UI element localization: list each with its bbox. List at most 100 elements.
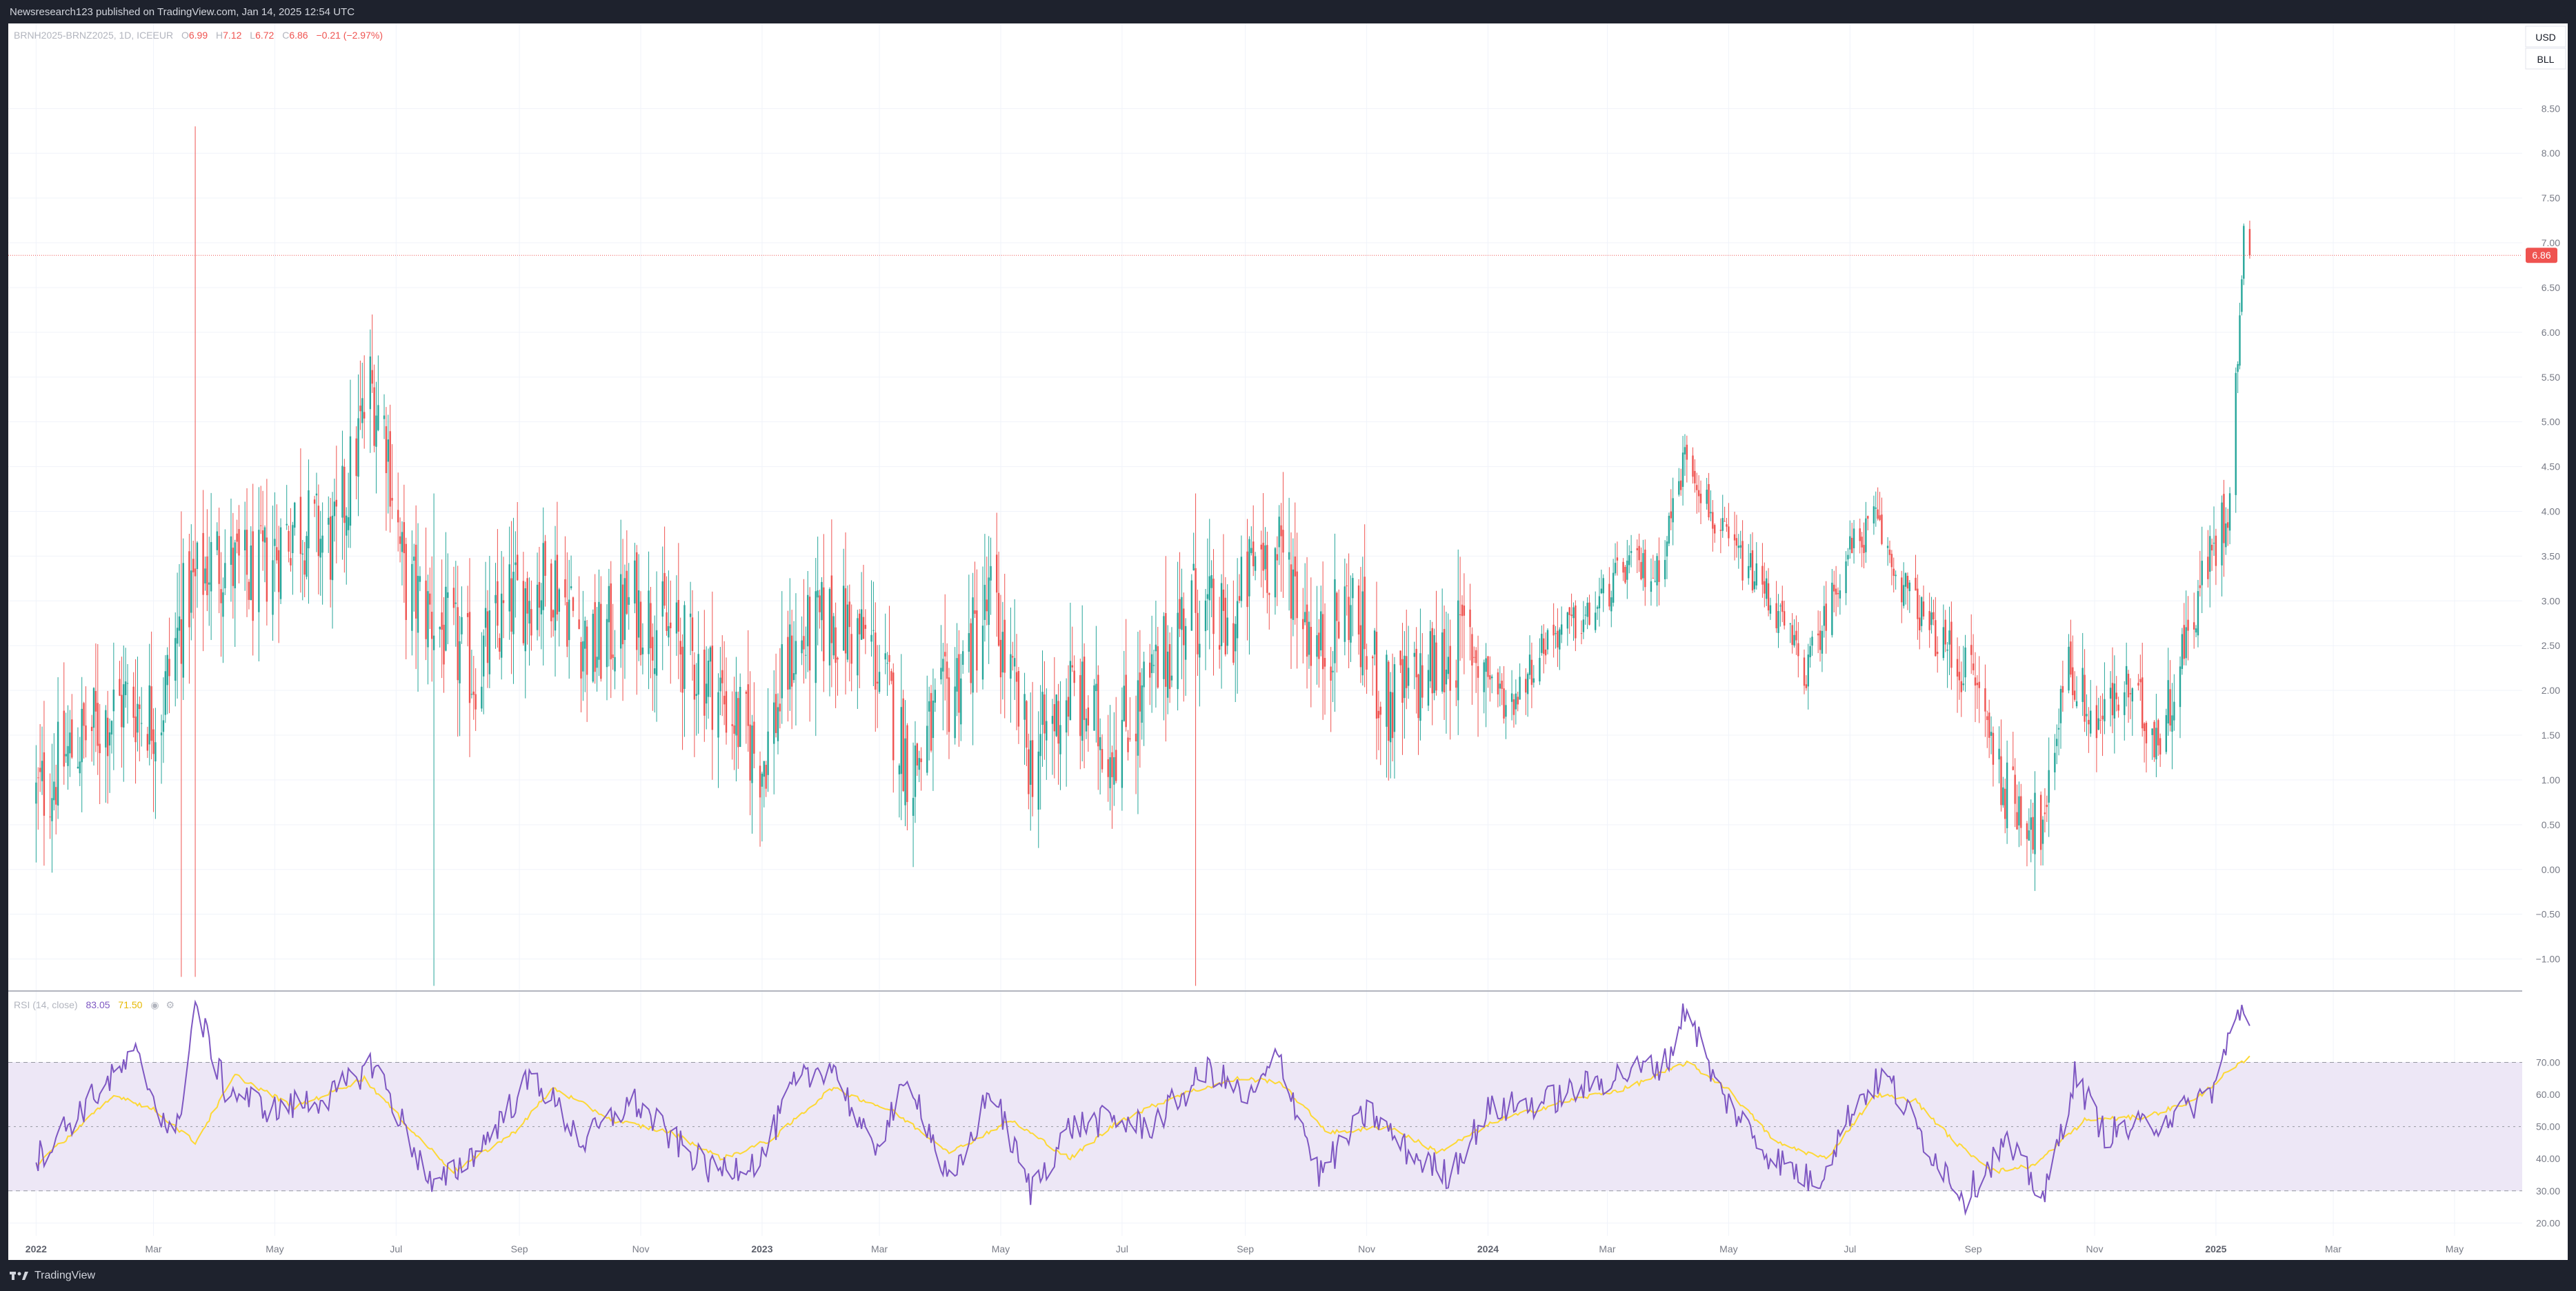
price-tick-label: 7.00 (2542, 237, 2560, 248)
candle-body (441, 612, 443, 630)
candle-body (1783, 611, 1786, 626)
candle-body (1012, 656, 1014, 658)
legend-settings-icon[interactable]: ⚙ (166, 999, 174, 1010)
candle-body (1699, 493, 1702, 503)
candle-body (1429, 631, 1432, 681)
candle-body (1767, 583, 1770, 611)
candle-body (2099, 719, 2101, 721)
candle-body (872, 630, 875, 631)
candle-body (1555, 633, 1557, 634)
candle-body (139, 704, 141, 709)
rsi-axis[interactable]: 70.00 60.00 50.00 40.00 30.00 20.00 (2536, 1057, 2560, 1228)
candle-body (1847, 554, 1849, 560)
candle-body (990, 566, 992, 581)
candle-body (1415, 648, 1417, 678)
unit-button-frame[interactable] (2525, 48, 2566, 70)
candle-body (1568, 607, 1570, 615)
candle-body (1726, 524, 1728, 527)
currency-button-frame[interactable] (2525, 26, 2566, 48)
candle-body (898, 765, 901, 774)
candle-body (739, 686, 741, 748)
candle-body (208, 582, 210, 585)
candle-body (277, 550, 280, 592)
candle-body (1610, 597, 1613, 612)
time-tick-label: Nov (2086, 1243, 2104, 1254)
candle-body (1528, 654, 1531, 675)
candle-body (1377, 710, 1380, 719)
candle-body (1337, 621, 1340, 639)
candle-body (2165, 714, 2168, 752)
chart-area[interactable]: 8.50 8.00 7.50 7.00 6.50 6.00 5.50 5.00 4.50 4.00… (8, 23, 2568, 1260)
candle-body (2056, 739, 2058, 746)
candle-body (1530, 659, 1533, 685)
candle-body (1357, 586, 1360, 635)
candle-body (39, 768, 41, 772)
candle-body (634, 560, 636, 604)
candle-body (2157, 720, 2159, 745)
candle-body (689, 613, 692, 617)
candle-body (1543, 638, 1545, 654)
candle-body (1853, 528, 1855, 548)
candle-body (2113, 683, 2116, 719)
candle-body (1710, 512, 1712, 514)
candle-body (2201, 561, 2203, 586)
candle-body (2187, 619, 2189, 631)
candle-body (119, 679, 121, 696)
top-bar: Newsresearch123 published on TradingView… (0, 0, 2576, 23)
candle-body (707, 660, 710, 697)
candle-body (1626, 560, 1628, 580)
time-tick-label: Nov (632, 1243, 650, 1254)
candle-body (970, 623, 972, 683)
candle-body (106, 717, 109, 757)
candle-body (1503, 688, 1505, 719)
candle-body (2243, 226, 2245, 279)
candle-body (1879, 515, 1881, 520)
legend-eye-icon[interactable]: ◉ (150, 999, 159, 1010)
candle-body (1697, 490, 1700, 497)
candle-body (1059, 725, 1061, 754)
candle-body (522, 581, 525, 643)
candle-body (204, 568, 206, 584)
candle-body (182, 563, 184, 678)
candle-body (1906, 575, 1909, 589)
candle-body (775, 694, 777, 733)
candle-body (1113, 757, 1115, 785)
candle-body (737, 698, 739, 748)
candle-body (53, 781, 55, 801)
candle-body (1795, 630, 1797, 641)
candle-body (1628, 555, 1630, 566)
tradingview-logo[interactable]: TradingView (10, 1270, 95, 1282)
rsi-value: 83.05 (86, 999, 110, 1010)
candle-body (2115, 692, 2117, 699)
candle-body (926, 725, 928, 773)
candle-body (1845, 561, 1847, 594)
candle-body (1769, 605, 1772, 614)
candle-body (1487, 656, 1489, 677)
unit-button[interactable]: BLL (2537, 54, 2555, 65)
candle-body (1761, 566, 1764, 585)
candle-body (1304, 612, 1306, 623)
candle-body (2004, 788, 2006, 819)
candle-body (1431, 628, 1433, 694)
candle-body (1373, 630, 1376, 655)
candle-body (902, 698, 904, 791)
candle-body (1366, 656, 1368, 670)
candle-body (2155, 728, 2157, 760)
candle-body (1684, 447, 1686, 454)
candle-body (1226, 617, 1228, 646)
candle-body (1877, 509, 1879, 519)
currency-button[interactable]: USD (2535, 32, 2556, 43)
candle-body (2048, 770, 2050, 803)
rsi-name: RSI (14, close) (14, 999, 78, 1010)
price-axis[interactable]: 8.50 8.00 7.50 7.00 6.50 6.00 5.50 5.00 4.50 4.00… (2536, 103, 2561, 964)
time-axis[interactable]: 2022 Mar May Jul Sep Nov 2023 Mar May Jul Sep Nov 20… (26, 1243, 2464, 1254)
candle-body (1235, 623, 1237, 652)
candle-body (174, 638, 177, 681)
candle-body (2000, 756, 2002, 805)
candle-body (946, 661, 948, 679)
candle-body (484, 608, 487, 628)
candle-body (1821, 630, 1824, 654)
candle-body (261, 530, 264, 542)
candle-body (2195, 628, 2197, 633)
candle-body (2020, 796, 2022, 828)
